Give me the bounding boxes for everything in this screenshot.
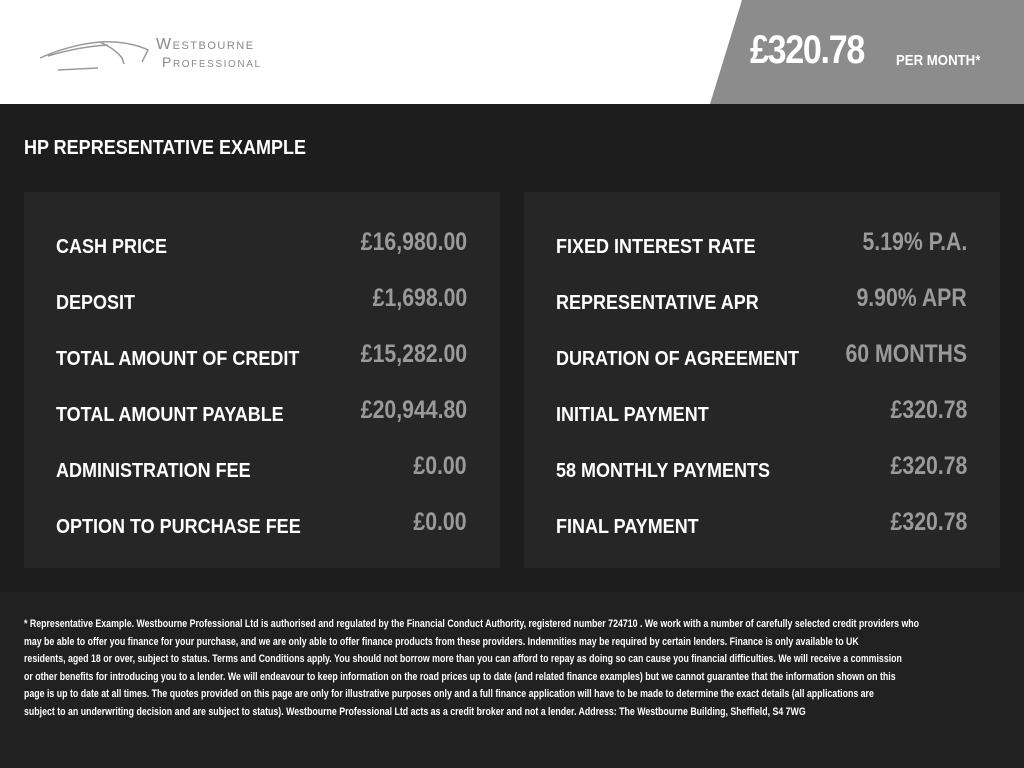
row-value: £0.00 — [413, 452, 467, 480]
row-value: 9.90% APR — [856, 284, 967, 312]
finance-row: TOTAL AMOUNT OF CREDIT £15,282.00 — [56, 340, 467, 380]
monthly-price-panel: £320.78 PER MONTH* — [710, 0, 1024, 104]
row-value: £15,282.00 — [360, 340, 467, 368]
row-value: £320.78 — [890, 452, 967, 480]
row-value: 5.19% P.A. — [862, 228, 967, 256]
finance-row: OPTION TO PURCHASE FEE £0.00 — [56, 508, 467, 548]
row-value: £1,698.00 — [372, 284, 467, 312]
disclaimer: * Representative Example. Westbourne Pro… — [24, 616, 919, 721]
header: Westbourne Professional £320.78 PER MONT… — [0, 0, 1024, 104]
row-value: 60 MONTHS — [845, 340, 967, 368]
row-value: £16,980.00 — [360, 228, 467, 256]
finance-row: REPRESENTATIVE APR 9.90% APR — [556, 284, 967, 324]
row-label: CASH PRICE — [56, 236, 168, 258]
row-value: £20,944.80 — [360, 396, 467, 424]
section-title: HP REPRESENTATIVE EXAMPLE — [24, 137, 307, 159]
row-label: TOTAL AMOUNT PAYABLE — [56, 404, 284, 426]
row-label: OPTION TO PURCHASE FEE — [56, 516, 301, 538]
brand-logo[interactable]: Westbourne Professional — [38, 36, 308, 76]
monthly-price: £320.78 — [750, 28, 865, 72]
disclaimer-line: or other benefits for introducing you to… — [24, 670, 896, 683]
finance-details-left: CASH PRICE £16,980.00 DEPOSIT £1,698.00 TOTA… — [24, 192, 500, 568]
row-label: TOTAL AMOUNT OF CREDIT — [56, 348, 300, 370]
row-label: FINAL PAYMENT — [556, 516, 699, 538]
finance-row: 58 MONTHLY PAYMENTS £320.78 — [556, 452, 967, 492]
finance-row: FINAL PAYMENT £320.78 — [556, 508, 967, 548]
per-month-label: PER MONTH* — [896, 52, 981, 69]
row-label: FIXED INTEREST RATE — [556, 236, 756, 258]
disclaimer-line: residents, aged 18 or over, subject to s… — [24, 653, 902, 665]
row-value: £0.00 — [413, 508, 467, 536]
car-icon — [39, 41, 150, 71]
finance-row: DEPOSIT £1,698.00 — [56, 284, 467, 324]
finance-row: INITIAL PAYMENT £320.78 — [556, 396, 967, 436]
disclaimer-line: * Representative Example. Westbourne Pro… — [24, 618, 920, 630]
disclaimer-line: subject to an underwriting decision and … — [24, 705, 806, 718]
row-label: DURATION OF AGREEMENT — [556, 348, 799, 370]
row-label: INITIAL PAYMENT — [556, 404, 709, 426]
brand-name-line1: Westbourne — [156, 36, 255, 53]
row-value: £320.78 — [890, 508, 967, 536]
finance-row: TOTAL AMOUNT PAYABLE £20,944.80 — [56, 396, 467, 436]
finance-row: ADMINISTRATION FEE £0.00 — [56, 452, 467, 492]
row-label: 58 MONTHLY PAYMENTS — [556, 460, 771, 482]
finance-row: FIXED INTEREST RATE 5.19% P.A. — [556, 228, 967, 268]
disclaimer-line: may be able to offer you finance for you… — [24, 635, 859, 648]
brand-name-line2: Professional — [162, 54, 262, 70]
disclaimer-line: page is up to date at all times. The quo… — [24, 688, 874, 700]
row-label: ADMINISTRATION FEE — [56, 460, 251, 482]
finance-details-right: FIXED INTEREST RATE 5.19% P.A. REPRESENTAT… — [524, 192, 1000, 568]
row-value: £320.78 — [890, 396, 967, 424]
finance-row: CASH PRICE £16,980.00 — [56, 228, 467, 268]
row-label: DEPOSIT — [56, 292, 136, 314]
finance-row: DURATION OF AGREEMENT 60 MONTHS — [556, 340, 967, 380]
row-label: REPRESENTATIVE APR — [556, 292, 759, 314]
footer: * Representative Example. Westbourne Pro… — [0, 592, 1024, 768]
